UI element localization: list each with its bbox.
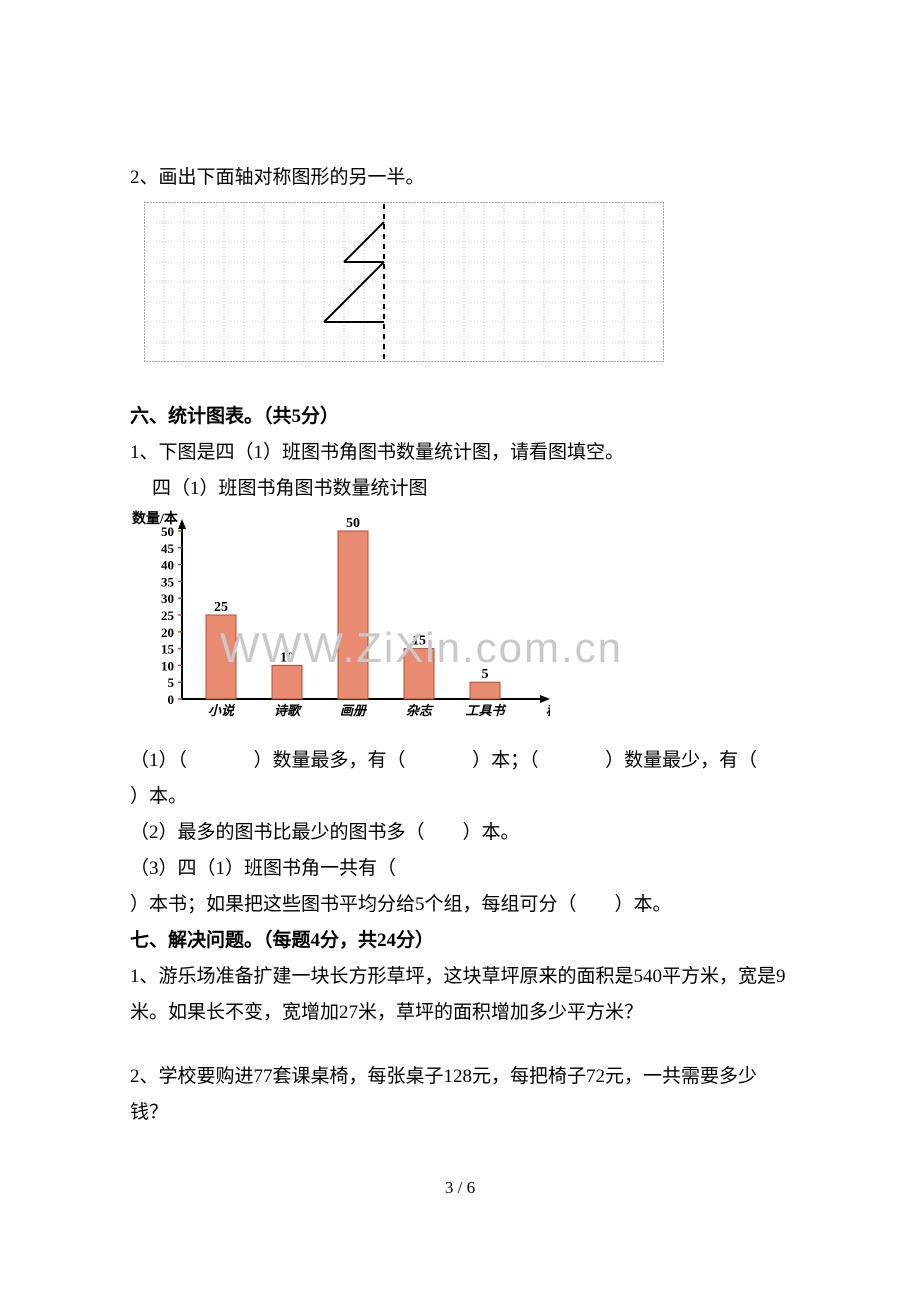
s6-q1: 1、下图是四（1）班图书角图书数量统计图，请看图填空。 bbox=[130, 435, 790, 471]
svg-text:小说: 小说 bbox=[208, 703, 236, 718]
s6-sub2: （2）最多的图书比最少的图书多（ ）本。 bbox=[130, 815, 790, 851]
svg-text:40: 40 bbox=[161, 558, 174, 573]
blank bbox=[410, 750, 467, 771]
q2-prompt: 2、画出下面轴对称图形的另一半。 bbox=[130, 160, 790, 196]
svg-text:15: 15 bbox=[161, 642, 175, 657]
chart-caption: 四（1）班图书角图书数量统计图 bbox=[152, 471, 790, 507]
svg-text:种类: 种类 bbox=[546, 703, 550, 718]
s6-sub1-c: ）本；（ bbox=[472, 750, 539, 771]
svg-text:50: 50 bbox=[346, 516, 360, 531]
s6-sub1-a: （1）（ bbox=[130, 750, 187, 771]
svg-text:10: 10 bbox=[280, 651, 294, 666]
answer-space-1 bbox=[130, 1031, 790, 1059]
s7-q1: 1、游乐场准备扩建一块长方形草坪，这块草坪原来的面积是540平方米，宽是9米。如… bbox=[130, 959, 790, 1031]
svg-text:20: 20 bbox=[161, 625, 174, 640]
svg-text:工具书: 工具书 bbox=[465, 703, 506, 718]
svg-text:25: 25 bbox=[161, 608, 175, 623]
s6-sub1-line1: （1）（ ）数量最多，有（ ）本；（ ）数量最少，有（ bbox=[130, 743, 790, 779]
blank bbox=[543, 750, 600, 771]
svg-text:5: 5 bbox=[482, 668, 489, 683]
svg-text:25: 25 bbox=[214, 600, 228, 615]
s6-sub1-d: ）数量最少，有（ bbox=[605, 750, 757, 771]
svg-text:画册: 画册 bbox=[340, 703, 368, 718]
s6-sub1-b: ）数量最多，有（ bbox=[254, 750, 406, 771]
svg-text:45: 45 bbox=[161, 541, 175, 556]
svg-text:50: 50 bbox=[161, 524, 174, 539]
s6-sub3-line1: （3）四（1）班图书角一共有（ bbox=[130, 851, 790, 887]
s6-sub3-line2: ）本书；如果把这些图书平均分给5个组，每组可分（ ）本。 bbox=[130, 887, 790, 923]
svg-text:5: 5 bbox=[168, 676, 175, 691]
svg-text:15: 15 bbox=[412, 634, 426, 649]
bar-chart: 数量/本0510152025303540455025小说10诗歌50画册15杂志… bbox=[130, 509, 790, 742]
svg-text:杂志: 杂志 bbox=[406, 703, 434, 718]
svg-text:35: 35 bbox=[161, 575, 175, 590]
section-6-title: 六、统计图表。（共5分） bbox=[130, 399, 790, 435]
svg-text:诗歌: 诗歌 bbox=[274, 703, 302, 718]
s6-sub1-line2: ）本。 bbox=[130, 779, 790, 815]
section-7-title: 七、解决问题。（每题4分，共24分） bbox=[130, 923, 790, 959]
svg-text:30: 30 bbox=[161, 592, 174, 607]
blank bbox=[192, 750, 249, 771]
page-number: 3 / 6 bbox=[130, 1172, 790, 1204]
svg-text:10: 10 bbox=[161, 659, 174, 674]
s7-q2: 2、学校要购进77套课桌椅，每张桌子128元，每把椅子72元，一共需要多少钱？ bbox=[130, 1059, 790, 1131]
symmetry-grid-figure bbox=[144, 202, 790, 375]
svg-text:0: 0 bbox=[168, 692, 175, 707]
